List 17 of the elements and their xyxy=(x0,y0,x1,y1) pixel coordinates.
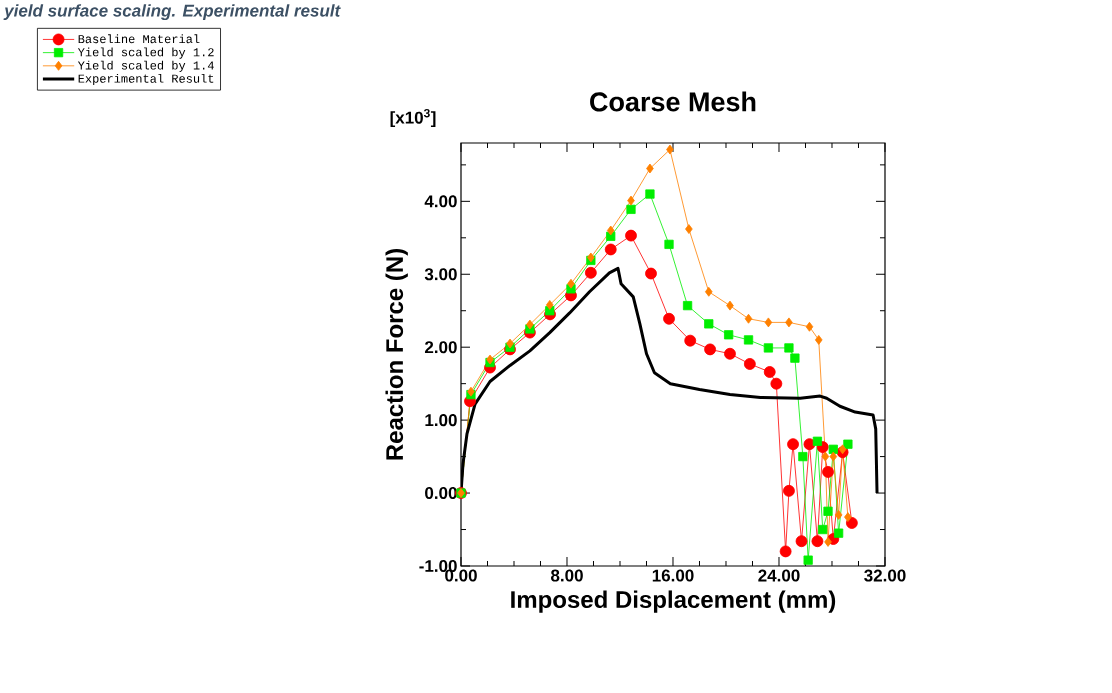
legend-label: Experimental Result xyxy=(78,73,214,86)
x-tick-label: 24.00 xyxy=(758,569,800,582)
legend-label: Yield scaled by 1.4 xyxy=(77,60,214,72)
chart-title: Coarse Mesh xyxy=(590,91,756,112)
text: yield surface scaling. Experimental result xyxy=(3,4,341,21)
text: [x10$^{3}$] xyxy=(390,108,436,128)
x-tick-label: 8.00 xyxy=(550,569,583,582)
legend-label: Yield scaled by 1.2 xyxy=(77,47,214,59)
y-tick-label: 2.00 xyxy=(424,341,457,354)
x-tick-label: 32.00 xyxy=(864,569,906,582)
y-tick-label: 1.00 xyxy=(425,414,457,427)
x-tick-label: 16.00 xyxy=(652,569,694,582)
legend-label: Baseline Material xyxy=(78,34,200,44)
y-tick-label: 4.00 xyxy=(424,195,457,208)
x-axis-title: Imposed Displacement (mm) xyxy=(511,590,836,613)
y-tick-label: 3.00 xyxy=(424,268,457,281)
y-axis-title: Reaction Force (N) xyxy=(385,249,408,460)
